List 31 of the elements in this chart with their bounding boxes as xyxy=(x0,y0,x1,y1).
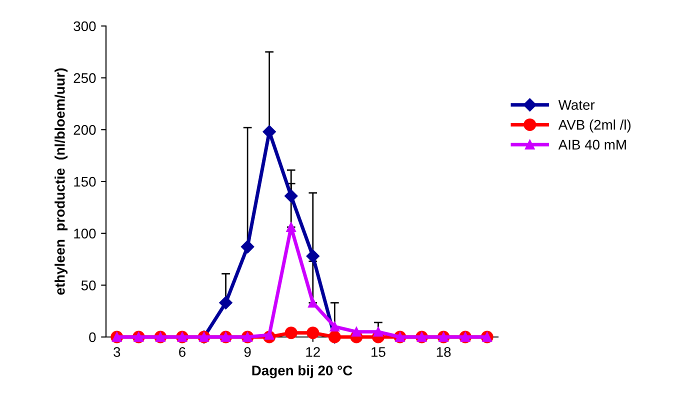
legend-label: AIB 40 mM xyxy=(558,140,626,150)
x-tick-label: 18 xyxy=(436,347,451,357)
y-tick-label: 100 xyxy=(74,228,96,239)
x-tick-label: 6 xyxy=(179,347,186,357)
y-tick-label: 0 xyxy=(89,332,96,342)
point xyxy=(262,125,276,138)
y-tick-label: 300 xyxy=(74,21,96,32)
y-tick-label: 150 xyxy=(74,176,96,187)
point xyxy=(284,189,298,203)
x-axis-title: Dagen bij 20 °C xyxy=(252,365,352,378)
x-tick-label: 15 xyxy=(372,347,386,357)
point xyxy=(219,296,232,310)
point xyxy=(330,322,340,332)
legend-label: AVB (2ml /l) xyxy=(558,120,631,132)
point xyxy=(240,240,254,254)
point xyxy=(264,330,274,340)
y-tick-label: 200 xyxy=(74,125,96,135)
y-tick-label: 50 xyxy=(81,280,96,290)
y-axis-title: ethyleen productie (nl/bloem/uur) xyxy=(54,68,68,295)
x-tick-label: 12 xyxy=(306,347,320,357)
x-tick-label: 3 xyxy=(114,347,120,357)
point xyxy=(373,326,384,337)
point xyxy=(306,250,320,263)
legend-label: Water xyxy=(558,100,595,110)
point xyxy=(308,298,318,308)
x-tick-label: 9 xyxy=(244,347,251,357)
point xyxy=(352,326,362,337)
point xyxy=(286,222,296,232)
point xyxy=(306,326,320,340)
y-tick-label: 250 xyxy=(74,73,96,84)
point xyxy=(284,326,298,340)
